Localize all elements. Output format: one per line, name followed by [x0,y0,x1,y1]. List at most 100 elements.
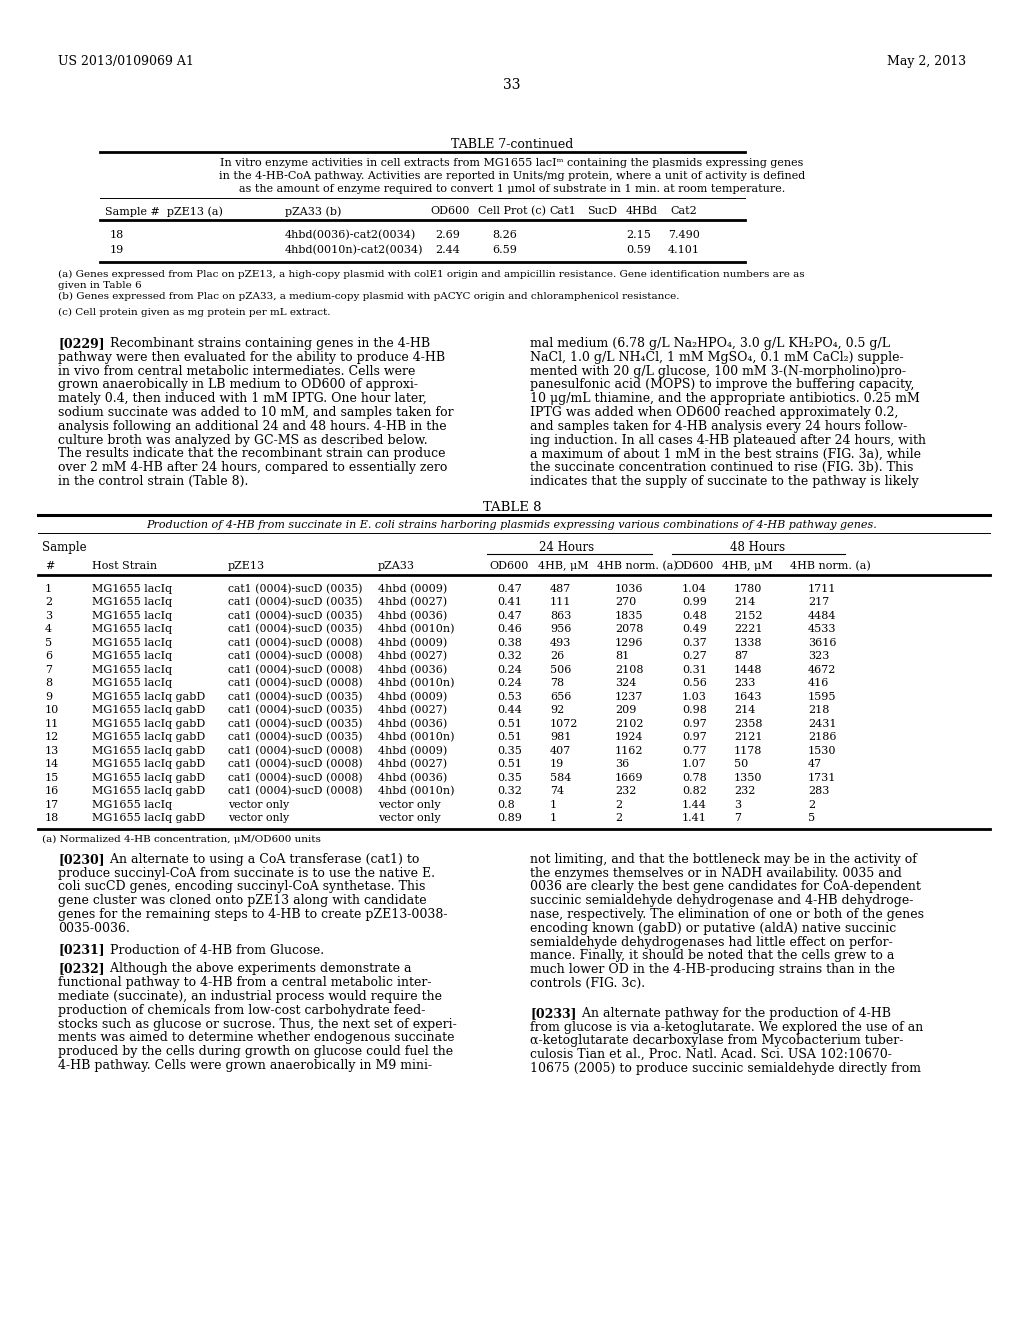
Text: controls (FIG. 3c).: controls (FIG. 3c). [530,977,645,990]
Text: 4484: 4484 [808,611,837,620]
Text: 2: 2 [45,597,52,607]
Text: 0.59: 0.59 [626,246,651,255]
Text: 1237: 1237 [615,692,643,702]
Text: grown anaerobically in LB medium to OD600 of approxi-: grown anaerobically in LB medium to OD60… [58,379,418,392]
Text: 0.97: 0.97 [682,719,707,729]
Text: Although the above experiments demonstrate a: Although the above experiments demonstra… [102,962,412,975]
Text: α-ketoglutarate decarboxylase from Mycobacterium tuber-: α-ketoglutarate decarboxylase from Mycob… [530,1035,903,1047]
Text: over 2 mM 4-HB after 24 hours, compared to essentially zero: over 2 mM 4-HB after 24 hours, compared … [58,461,447,474]
Text: 0.32: 0.32 [497,787,522,796]
Text: 0.41: 0.41 [497,597,522,607]
Text: MG1655 lacIq: MG1655 lacIq [92,651,172,661]
Text: 78: 78 [550,678,564,688]
Text: mance. Finally, it should be noted that the cells grew to a: mance. Finally, it should be noted that … [530,949,894,962]
Text: [0230]: [0230] [58,853,104,866]
Text: mately 0.4, then induced with 1 mM IPTG. One hour later,: mately 0.4, then induced with 1 mM IPTG.… [58,392,427,405]
Text: Cat2: Cat2 [670,206,696,216]
Text: 4hbd (0009): 4hbd (0009) [378,692,447,702]
Text: 0.98: 0.98 [682,705,707,715]
Text: 0.78: 0.78 [682,772,707,783]
Text: OD600: OD600 [489,561,528,570]
Text: 2186: 2186 [808,733,837,742]
Text: MG1655 lacIq: MG1655 lacIq [92,638,172,648]
Text: 26: 26 [550,651,564,661]
Text: 4: 4 [45,624,52,635]
Text: 0.97: 0.97 [682,733,707,742]
Text: 2: 2 [808,800,815,809]
Text: 4hbd (0027): 4hbd (0027) [378,597,447,607]
Text: 1072: 1072 [550,719,579,729]
Text: MG1655 lacIq: MG1655 lacIq [92,800,172,809]
Text: 2.69: 2.69 [435,230,460,240]
Text: 407: 407 [550,746,571,756]
Text: 4hbd (0009): 4hbd (0009) [378,746,447,756]
Text: 1643: 1643 [734,692,763,702]
Text: given in Table 6: given in Table 6 [58,281,141,290]
Text: genes for the remaining steps to 4-HB to create pZE13-0038-: genes for the remaining steps to 4-HB to… [58,908,447,921]
Text: 1.44: 1.44 [682,800,707,809]
Text: in vivo from central metabolic intermediates. Cells were: in vivo from central metabolic intermedi… [58,364,416,378]
Text: 4HB norm. (a): 4HB norm. (a) [597,561,678,572]
Text: the enzymes themselves or in NADH availability. 0035 and: the enzymes themselves or in NADH availa… [530,867,902,879]
Text: 0.27: 0.27 [682,651,707,661]
Text: 74: 74 [550,787,564,796]
Text: 4hbd (0036): 4hbd (0036) [378,772,447,783]
Text: and samples taken for 4-HB analysis every 24 hours follow-: and samples taken for 4-HB analysis ever… [530,420,907,433]
Text: (a) Genes expressed from Plac on pZE13, a high-copy plasmid with colE1 origin an: (a) Genes expressed from Plac on pZE13, … [58,271,805,279]
Text: sodium succinate was added to 10 mM, and samples taken for: sodium succinate was added to 10 mM, and… [58,407,454,418]
Text: MG1655 lacIq gabD: MG1655 lacIq gabD [92,705,205,715]
Text: not limiting, and that the bottleneck may be in the activity of: not limiting, and that the bottleneck ma… [530,853,916,866]
Text: in the control strain (Table 8).: in the control strain (Table 8). [58,475,249,488]
Text: 1: 1 [550,800,557,809]
Text: 4hbd (0036): 4hbd (0036) [378,611,447,622]
Text: 1448: 1448 [734,665,763,675]
Text: succinic semialdehyde dehydrogenase and 4-HB dehydroge-: succinic semialdehyde dehydrogenase and … [530,894,913,907]
Text: IPTG was added when OD600 reached approximately 0.2,: IPTG was added when OD600 reached approx… [530,407,898,418]
Text: An alternate to using a CoA transferase (cat1) to: An alternate to using a CoA transferase … [102,853,420,866]
Text: 4hbd(0036)-cat2(0034): 4hbd(0036)-cat2(0034) [285,230,416,240]
Text: 4hbd (0009): 4hbd (0009) [378,638,447,648]
Text: MG1655 lacIq gabD: MG1655 lacIq gabD [92,719,205,729]
Text: vector only: vector only [378,813,440,824]
Text: 4HB, μM: 4HB, μM [538,561,589,570]
Text: 0.35: 0.35 [497,772,522,783]
Text: 9: 9 [45,692,52,702]
Text: pZA33: pZA33 [378,561,415,570]
Text: 11: 11 [45,719,59,729]
Text: produced by the cells during growth on glucose could fuel the: produced by the cells during growth on g… [58,1045,454,1059]
Text: 0.48: 0.48 [682,611,707,620]
Text: MG1655 lacIq: MG1655 lacIq [92,597,172,607]
Text: [0231]: [0231] [58,944,104,957]
Text: 1296: 1296 [615,638,643,648]
Text: 4.101: 4.101 [668,246,700,255]
Text: In vitro enzyme activities in cell extracts from MG1655 lacIᵐ containing the pla: In vitro enzyme activities in cell extra… [220,158,804,168]
Text: cat1 (0004)-sucD (0008): cat1 (0004)-sucD (0008) [228,638,362,648]
Text: 0.37: 0.37 [682,638,707,648]
Text: 584: 584 [550,772,571,783]
Text: 111: 111 [550,597,571,607]
Text: 14: 14 [45,759,59,770]
Text: 0.35: 0.35 [497,746,522,756]
Text: MG1655 lacIq: MG1655 lacIq [92,678,172,688]
Text: 18: 18 [110,230,124,240]
Text: MG1655 lacIq: MG1655 lacIq [92,665,172,675]
Text: analysis following an additional 24 and 48 hours. 4-HB in the: analysis following an additional 24 and … [58,420,446,433]
Text: cat1 (0004)-sucD (0035): cat1 (0004)-sucD (0035) [228,597,362,607]
Text: mal medium (6.78 g/L Na₂HPO₄, 3.0 g/L KH₂PO₄, 0.5 g/L: mal medium (6.78 g/L Na₂HPO₄, 3.0 g/L KH… [530,337,890,350]
Text: An alternate pathway for the production of 4-HB: An alternate pathway for the production … [574,1007,891,1020]
Text: vector only: vector only [228,800,289,809]
Text: cat1 (0004)-sucD (0008): cat1 (0004)-sucD (0008) [228,678,362,689]
Text: 0.51: 0.51 [497,759,522,770]
Text: 1036: 1036 [615,583,643,594]
Text: 17: 17 [45,800,59,809]
Text: 214: 214 [734,705,756,715]
Text: indicates that the supply of succinate to the pathway is likely: indicates that the supply of succinate t… [530,475,919,488]
Text: 48 Hours: 48 Hours [730,541,785,554]
Text: cat1 (0004)-sucD (0008): cat1 (0004)-sucD (0008) [228,772,362,783]
Text: 4hbd (0036): 4hbd (0036) [378,719,447,729]
Text: 4hbd (0036): 4hbd (0036) [378,665,447,675]
Text: 7: 7 [45,665,52,675]
Text: 2108: 2108 [615,665,643,675]
Text: a maximum of about 1 mM in the best strains (FIG. 3a), while: a maximum of about 1 mM in the best stra… [530,447,921,461]
Text: 2078: 2078 [615,624,643,635]
